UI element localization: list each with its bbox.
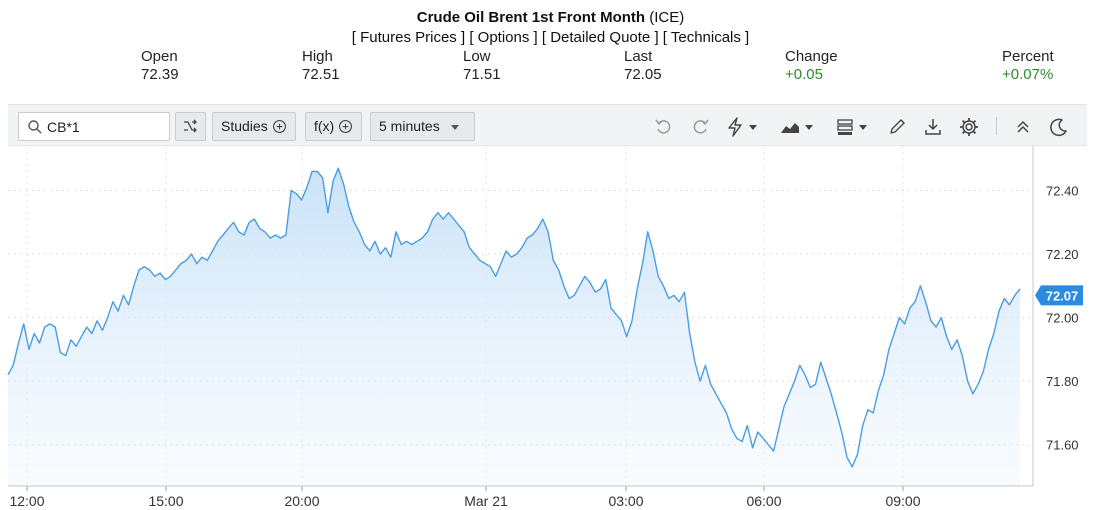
stat-open: Open 72.39 (141, 48, 179, 84)
last-price-label: 72.07 (1046, 288, 1079, 303)
y-tick-label: 72.40 (1046, 183, 1079, 198)
x-tick-label: 06:00 (746, 493, 781, 509)
instrument-name: Crude Oil Brent 1st Front Month (416, 9, 646, 26)
x-tick-label: 03:00 (608, 493, 643, 509)
functions-label: f(x) (314, 118, 335, 134)
high-value: 72.51 (302, 66, 340, 83)
plus-circle-icon (272, 120, 286, 133)
chart-toolbar: CB*1 Studies f(x) 5 minutes (8, 104, 1087, 146)
moon-icon[interactable] (1048, 116, 1070, 138)
low-label: Low (463, 48, 491, 65)
stat-last: Last 72.05 (624, 48, 662, 84)
stat-change: Change +0.05 (785, 48, 838, 84)
gear-icon[interactable] (958, 116, 980, 138)
search-icon (28, 120, 42, 134)
y-tick-label: 71.60 (1046, 438, 1079, 453)
shuffle-icon (184, 119, 197, 133)
options-link[interactable]: [ Options ] (469, 29, 538, 46)
x-tick-label: Mar 21 (464, 493, 508, 509)
y-tick-label: 71.80 (1046, 374, 1079, 389)
x-tick-label: 15:00 (148, 493, 183, 509)
low-value: 71.51 (463, 66, 501, 83)
compare-button[interactable] (175, 112, 206, 141)
layout-menu-icon[interactable] (835, 116, 873, 138)
open-value: 72.39 (141, 66, 179, 83)
studies-button[interactable]: Studies (212, 112, 296, 141)
x-tick-label: 09:00 (885, 493, 920, 509)
change-label: Change (785, 48, 838, 65)
last-price-badge (1035, 285, 1083, 306)
futures-prices-link[interactable]: [ Futures Prices ] (351, 29, 466, 46)
collapse-icon[interactable] (1012, 116, 1034, 138)
high-label: High (302, 48, 333, 65)
lightning-menu-icon[interactable] (725, 116, 761, 138)
download-icon[interactable] (922, 116, 944, 138)
percent-value: +0.07% (1002, 66, 1054, 83)
technicals-link[interactable]: [ Technicals ] (662, 29, 750, 46)
exchange-label: (ICE) (649, 9, 685, 26)
interval-label: 5 minutes (379, 118, 440, 134)
price-line (7, 167, 1021, 468)
symbol-text: CB*1 (47, 119, 80, 135)
plus-circle-icon (339, 120, 353, 133)
change-value: +0.05 (785, 66, 823, 83)
last-value: 72.05 (624, 66, 662, 83)
y-tick-label: 72.00 (1046, 311, 1079, 326)
toolbar-divider (996, 117, 997, 135)
open-label: Open (141, 48, 178, 65)
redo-icon[interactable] (689, 116, 711, 138)
y-tick-label: 72.20 (1046, 247, 1079, 262)
price-chart[interactable]: 72.40 72.20 72.00 71.80 71.60 12:00 15:00 20:00… (0, 146, 1101, 510)
functions-button[interactable]: f(x) (305, 112, 363, 141)
last-label: Last (624, 48, 653, 65)
studies-label: Studies (221, 118, 268, 134)
chart-svg[interactable]: 72.40 72.20 72.00 71.80 71.60 12:00 15:00 20:00… (0, 146, 1101, 510)
x-tick-label: 20:00 (284, 493, 319, 509)
percent-label: Percent (1002, 48, 1054, 65)
price-area-fill (8, 168, 1020, 486)
pencil-icon[interactable] (886, 116, 908, 138)
stat-percent: Percent +0.07% (1002, 48, 1054, 84)
caret-down-icon (450, 125, 459, 130)
x-tick-label: 12:00 (9, 493, 44, 509)
chart-type-menu-icon[interactable] (779, 116, 817, 138)
interval-select[interactable]: 5 minutes (370, 112, 475, 141)
stat-low: Low 71.51 (463, 48, 501, 84)
chart-title: Crude Oil Brent 1st Front Month (ICE) (0, 9, 1101, 26)
detailed-quote-link[interactable]: [ Detailed Quote ] (541, 29, 659, 46)
symbol-search-input[interactable]: CB*1 (18, 112, 170, 141)
quote-links: [ Futures Prices ] [ Options ] [ Detaile… (0, 29, 1101, 46)
undo-icon[interactable] (653, 116, 675, 138)
stat-high: High 72.51 (302, 48, 340, 84)
